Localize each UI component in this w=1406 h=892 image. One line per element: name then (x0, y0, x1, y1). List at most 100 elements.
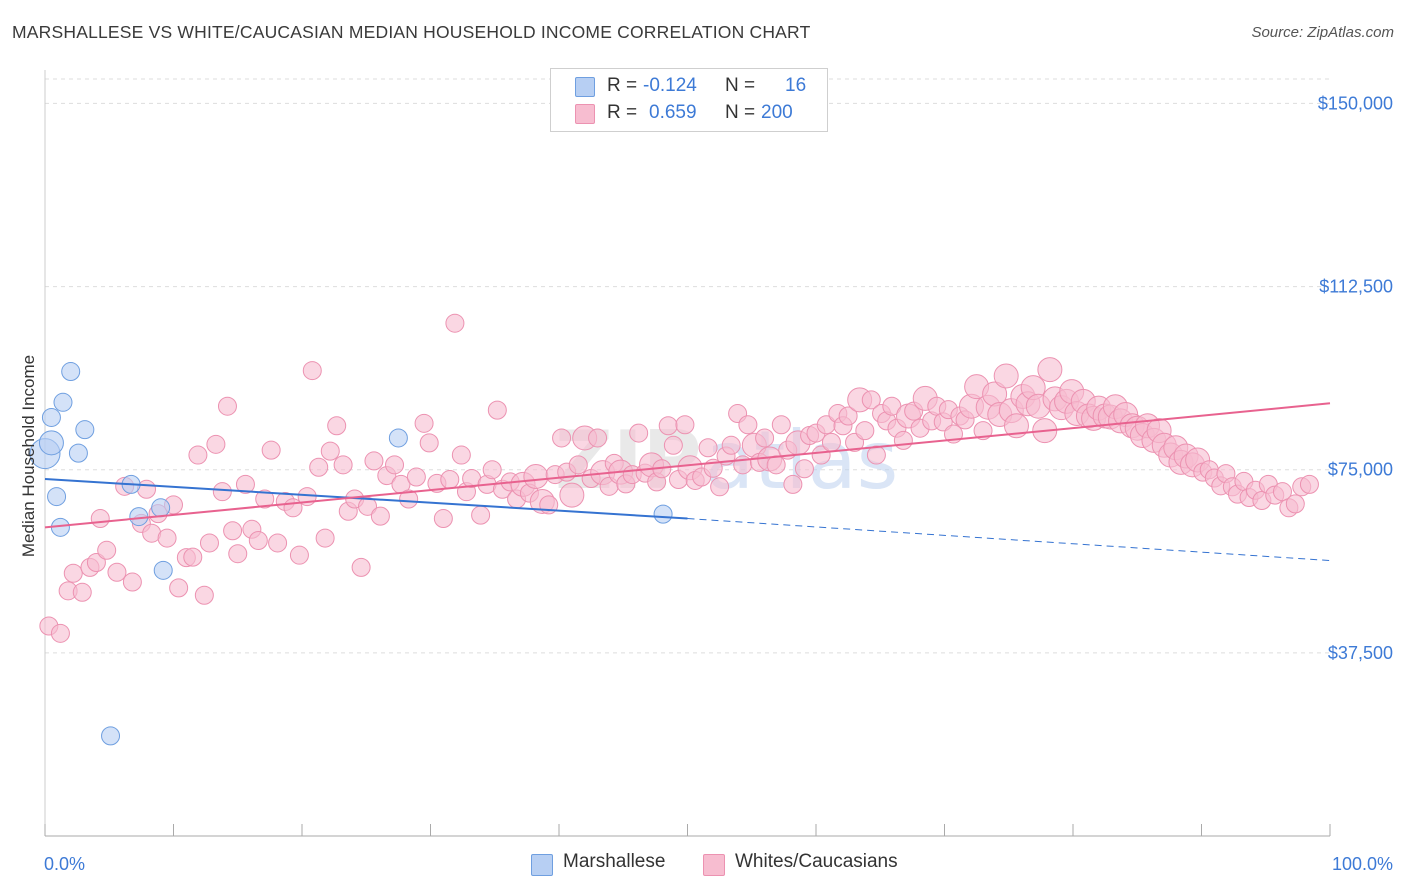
whites-point (1285, 494, 1305, 514)
whites-point (351, 557, 371, 577)
whites-point (309, 457, 329, 477)
whites-point (261, 440, 281, 460)
whites-point (358, 496, 378, 516)
whites-point (315, 528, 335, 548)
whites-point (289, 545, 309, 565)
x-tick-label: 100.0% (1332, 854, 1393, 874)
whites-point (228, 544, 248, 564)
marshallese-trend-extension (687, 518, 1331, 562)
y-tick-labels: $37,500 $75,000 $112,500 $150,000 (1318, 93, 1393, 662)
whites-point (893, 430, 913, 450)
whites-point (738, 415, 758, 435)
whites-point (755, 428, 775, 448)
marshallese-point (653, 504, 673, 524)
legend-r-label: R = (607, 75, 638, 96)
whites-point (440, 469, 460, 489)
whites-point (523, 464, 549, 490)
grid-lines (45, 78, 1330, 654)
y-tick-label: $150,000 (1318, 93, 1393, 113)
y-axis-label: Median Household Income (19, 355, 38, 557)
whites-point (217, 396, 237, 416)
whites-point (433, 509, 453, 529)
marshallese-point (153, 560, 173, 580)
whites-point (1299, 474, 1319, 494)
whites-point (86, 553, 106, 573)
whites-point (90, 509, 110, 529)
whites-point (698, 438, 718, 458)
whites-point (663, 435, 683, 455)
whites-point (482, 460, 502, 480)
marshallese-point (151, 498, 171, 518)
whites-point (364, 451, 384, 471)
whites-point (183, 547, 203, 567)
whites-point (471, 505, 491, 525)
whites-point (559, 482, 585, 508)
marshallese-points (29, 362, 673, 746)
whites-point (385, 455, 405, 475)
whites-point (771, 415, 791, 435)
whites-point (72, 582, 92, 602)
marshallese-swatch (531, 854, 553, 876)
whites-point (866, 445, 886, 465)
marshallese-point (68, 443, 88, 463)
whites-point (629, 423, 649, 443)
whites-point (588, 428, 608, 448)
source-credit: Source: ZipAtlas.com (1251, 24, 1394, 41)
marshallese-point (47, 487, 67, 507)
whites-point (107, 562, 127, 582)
whites-point (855, 421, 875, 441)
x-tick-label: 0.0% (44, 854, 85, 874)
whites-point (766, 455, 786, 475)
whites-points (39, 313, 1319, 643)
legend-swatch-blue (575, 77, 595, 97)
whites-point (268, 533, 288, 553)
whites-point (838, 406, 858, 426)
chart-title: MARSHALLESE VS WHITE/CAUCASIAN MEDIAN HO… (12, 22, 811, 42)
marshallese-point (75, 420, 95, 440)
marshallese-point (41, 407, 61, 427)
correlation-legend: R = -0.124 N = 16 R = 0.659 N = 200 (550, 68, 828, 132)
whites-point (199, 533, 219, 553)
whites-point (993, 363, 1019, 389)
marshallese-point (388, 428, 408, 448)
y-tick-label: $37,500 (1328, 643, 1393, 663)
whites-point (811, 445, 831, 465)
whites-point (783, 474, 803, 494)
whites-point (1003, 413, 1029, 439)
whites-point (1272, 482, 1292, 502)
whites-point (188, 445, 208, 465)
legend-n-value: 200 (761, 102, 793, 123)
whites-point (487, 400, 507, 420)
whites-point (206, 434, 226, 454)
legend-swatch-pink (575, 104, 595, 124)
marshallese-trend-line (44, 477, 688, 520)
marshallese-label: Marshallese (563, 851, 666, 872)
whites-point (861, 390, 881, 410)
whites-point (194, 585, 214, 605)
marshallese-point (38, 430, 64, 456)
whites-point (63, 563, 83, 583)
whites-point (399, 489, 419, 509)
y-tick-label: $75,000 (1328, 460, 1393, 480)
whites-point (414, 413, 434, 433)
whites-point (122, 572, 142, 592)
marshallese-point (53, 392, 73, 412)
whites-point (1037, 357, 1063, 383)
whites-point (333, 455, 353, 475)
legend-r-value: 0.659 (649, 102, 697, 123)
whites-point (248, 531, 268, 551)
whites-point (50, 623, 70, 643)
whites-point (721, 435, 741, 455)
whites-point (223, 521, 243, 541)
trend-lines (44, 402, 1331, 562)
whites-point (445, 313, 465, 333)
whites-point (302, 361, 322, 381)
whites-point (320, 441, 340, 461)
whites-point (451, 445, 471, 465)
legend-r-label: R = (607, 102, 638, 123)
whites-point (658, 416, 678, 436)
legend-n-label: N = (725, 75, 756, 96)
legend-r-value: -0.124 (643, 75, 697, 96)
legend-n-label: N = (725, 102, 756, 123)
